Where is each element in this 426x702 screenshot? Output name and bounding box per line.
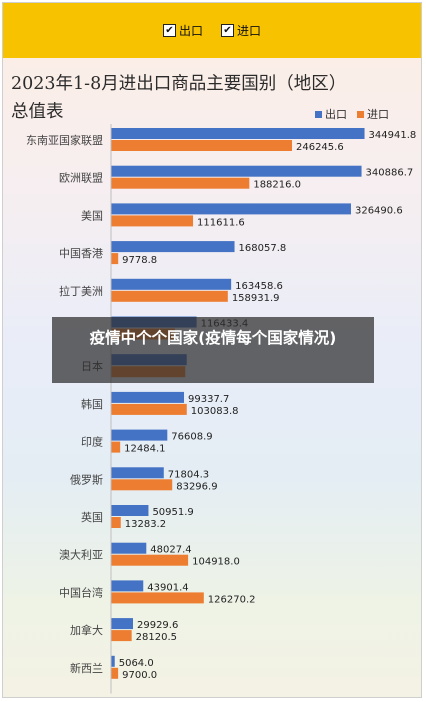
bar-export: [111, 165, 362, 177]
data-label: 13283.2: [125, 519, 166, 530]
bar-export: [111, 542, 147, 554]
category-label: 中国香港: [59, 247, 103, 260]
bar-export: [111, 203, 351, 215]
data-label: 5064.0: [119, 658, 154, 669]
checkbox-export[interactable]: ✔: [162, 24, 176, 37]
legend-label-export: 出口: [325, 108, 347, 121]
toggle-import-label: 进口: [237, 24, 262, 38]
legend-swatch-export: [315, 110, 322, 118]
bar-export: [111, 580, 144, 592]
bar-export: [111, 505, 149, 516]
data-label: 9700.0: [122, 670, 157, 681]
data-label: 48027.4: [150, 545, 191, 556]
bar-import: [111, 140, 292, 151]
bar-import: [111, 290, 228, 302]
data-label: 246245.6: [296, 142, 344, 153]
data-label: 104918.0: [192, 557, 240, 568]
bar-import: [111, 441, 121, 453]
data-label: 43901.4: [147, 582, 188, 593]
bar-export: [111, 429, 168, 441]
category-label: 东南亚国家联盟: [26, 133, 103, 147]
toggle-export[interactable]: ✔ 出口: [162, 22, 203, 39]
data-label: 344941.8: [369, 130, 417, 141]
category-label: 澳大利亚: [59, 548, 103, 562]
data-label: 188216.0: [253, 180, 301, 191]
chart-legend: 出口 进口: [315, 106, 389, 122]
category-label: 美国: [81, 209, 103, 222]
checkbox-import[interactable]: ✔: [221, 24, 234, 37]
bar-import: [111, 177, 250, 189]
legend-item-import[interactable]: 进口: [357, 106, 389, 122]
legend-swatch-import: [357, 110, 364, 118]
data-label: 126270.2: [208, 594, 256, 605]
overlay-caption: 疫情中个个国家(疫情每个国家情况): [52, 317, 374, 383]
data-label: 71804.3: [168, 469, 209, 480]
category-label: 欧洲联盟: [59, 172, 103, 185]
bar-import: [111, 630, 132, 642]
category-label: 加拿大: [70, 623, 103, 637]
bar-export: [111, 467, 164, 479]
data-label: 163458.6: [235, 281, 283, 292]
data-label: 340886.7: [366, 168, 414, 179]
data-label: 111611.6: [197, 217, 245, 228]
bar-import: [111, 667, 119, 679]
category-label: 拉丁美洲: [59, 284, 103, 298]
bar-import: [111, 479, 173, 491]
data-label: 103083.8: [191, 406, 239, 417]
bar-import: [111, 215, 194, 227]
bar-import: [111, 592, 204, 604]
category-label: 印度: [81, 435, 103, 449]
bar-export: [111, 278, 232, 290]
toggle-import[interactable]: ✔ 进口: [221, 22, 261, 39]
bar-import: [111, 554, 189, 566]
bar-import: [111, 403, 187, 415]
bar-import: [111, 517, 121, 528]
bar-plot: 东南亚国家联盟 344941.8 246245.6 欧洲联盟 340886.7 18821…: [26, 124, 417, 694]
bar-export: [111, 128, 365, 139]
bar-export: [111, 241, 235, 253]
category-label: 英国: [81, 510, 103, 524]
category-label: 中国台湾: [59, 585, 103, 599]
data-label: 28120.5: [136, 632, 177, 643]
data-label: 158931.9: [232, 293, 280, 304]
toggle-export-label: 出口: [178, 24, 203, 38]
bar-import: [111, 253, 119, 265]
data-label: 83296.9: [176, 481, 217, 492]
legend-item-export[interactable]: 出口: [315, 106, 347, 122]
chart-title: 2023年1-8月进出口商品主要国别（地区）总值表: [11, 74, 338, 122]
data-label: 326490.6: [355, 205, 403, 216]
category-label: 韩国: [81, 397, 103, 411]
data-label: 12484.1: [124, 444, 165, 455]
category-label: 新西兰: [70, 661, 103, 675]
data-label: 99337.7: [188, 394, 229, 405]
data-label: 50951.9: [152, 507, 193, 518]
data-label: 168057.8: [239, 243, 287, 254]
legend-label-import: 进口: [367, 108, 389, 121]
data-label: 29929.6: [137, 620, 178, 631]
bar-export: [111, 655, 115, 667]
series-toggle-bar: ✔ 出口 ✔ 进口: [3, 3, 421, 58]
bar-export: [111, 391, 185, 403]
bar-export: [111, 618, 133, 630]
category-label: 俄罗斯: [70, 473, 103, 486]
data-label: 76608.9: [171, 432, 212, 443]
data-label: 9778.8: [122, 255, 157, 266]
